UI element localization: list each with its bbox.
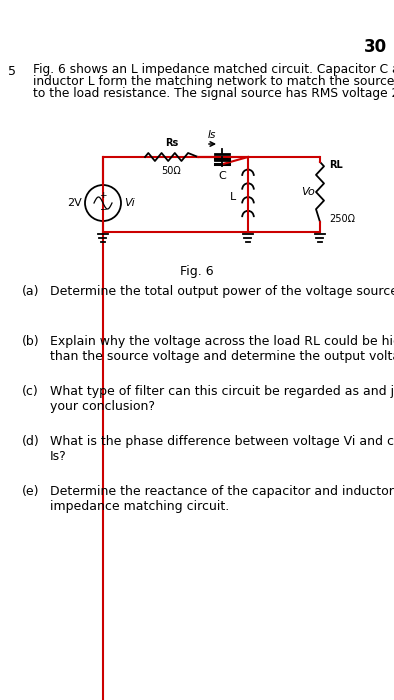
Text: (a): (a) xyxy=(22,285,39,298)
Text: 2V: 2V xyxy=(67,198,82,208)
Text: (b): (b) xyxy=(22,335,40,348)
Text: Explain why the voltage across the load RL could be higher
than the source volta: Explain why the voltage across the load … xyxy=(50,335,394,363)
Text: to the load resistance. The signal source has RMS voltage 2V.: to the load resistance. The signal sourc… xyxy=(33,87,394,100)
Text: Determine the reactance of the capacitor and inductor in the
impedance matching : Determine the reactance of the capacitor… xyxy=(50,485,394,513)
Text: (e): (e) xyxy=(22,485,39,498)
Text: 50Ω: 50Ω xyxy=(162,166,181,176)
Text: What is the phase difference between voltage Vi and current
Is?: What is the phase difference between vol… xyxy=(50,435,394,463)
Text: 250Ω: 250Ω xyxy=(329,214,355,224)
Text: 5: 5 xyxy=(8,65,16,78)
Text: C: C xyxy=(218,171,226,181)
Text: RL: RL xyxy=(329,160,343,170)
Text: 30: 30 xyxy=(364,38,387,56)
Text: L: L xyxy=(230,192,236,202)
Text: Is: Is xyxy=(208,130,216,140)
Text: Vo: Vo xyxy=(301,187,315,197)
Text: Fig. 6 shows an L impedance matched circuit. Capacitor C and: Fig. 6 shows an L impedance matched circ… xyxy=(33,63,394,76)
Text: Vi: Vi xyxy=(124,198,135,208)
Text: −: − xyxy=(99,204,107,214)
Text: What type of filter can this circuit be regarded as and justify
your conclusion?: What type of filter can this circuit be … xyxy=(50,385,394,413)
Text: Rs: Rs xyxy=(165,138,178,148)
Text: inductor L form the matching network to match the source resistance: inductor L form the matching network to … xyxy=(33,75,394,88)
Text: +: + xyxy=(99,192,107,200)
Text: Determine the total output power of the voltage source.: Determine the total output power of the … xyxy=(50,285,394,298)
Text: Fig. 6: Fig. 6 xyxy=(180,265,214,278)
Text: (c): (c) xyxy=(22,385,39,398)
Text: (d): (d) xyxy=(22,435,40,448)
